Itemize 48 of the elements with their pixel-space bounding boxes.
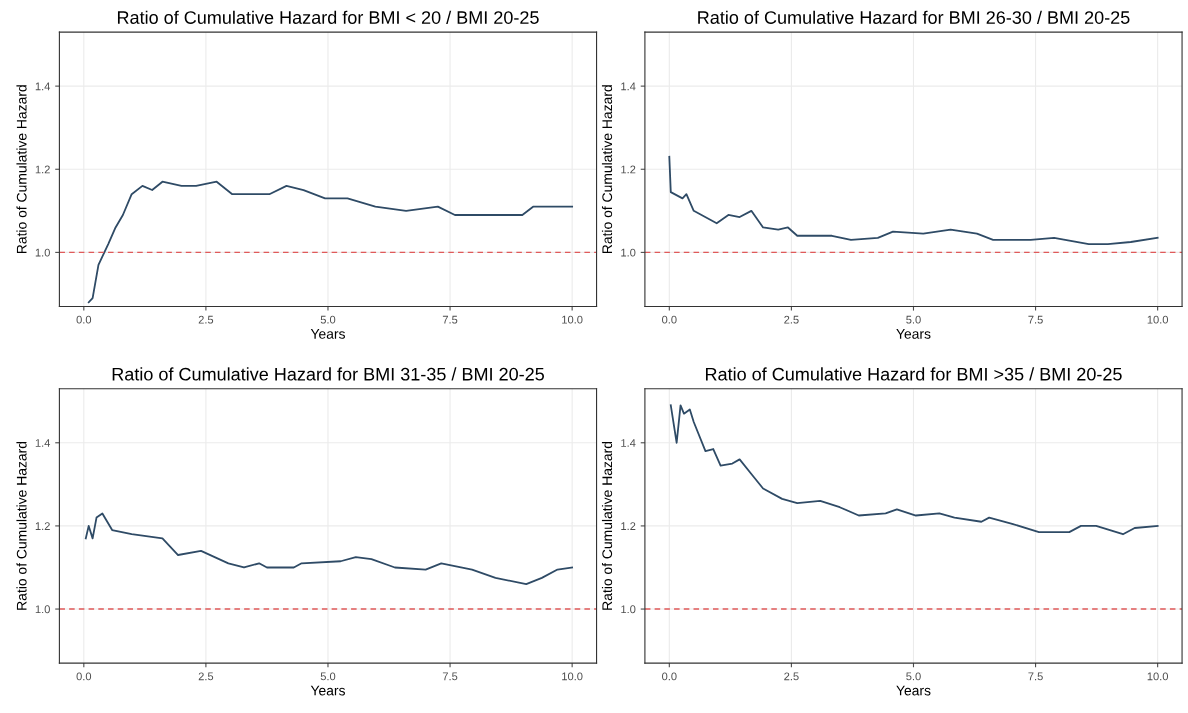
y-tick-label: 1.4 — [621, 82, 636, 91]
y-tick-label: 1.2 — [35, 522, 50, 530]
x-tick-label: 2.5 — [198, 315, 214, 324]
line-series — [84, 512, 574, 586]
y-axis-title: Ratio of Cumulative Hazard — [601, 441, 613, 610]
x-tick-label: 10.0 — [562, 315, 583, 324]
x-tick-label: 2.5 — [784, 672, 799, 681]
x-tick-label: 2.5 — [784, 315, 799, 324]
y-tick-label: 1.0 — [35, 605, 50, 614]
x-tick-label: 7.5 — [442, 315, 458, 324]
x-tick-label: 0.0 — [76, 315, 92, 324]
x-tick-label: 5.0 — [906, 672, 921, 681]
y-axis-title: Ratio of Cumulative Hazard — [16, 441, 27, 610]
x-tick-label: 7.5 — [1028, 315, 1043, 324]
x-tick-label: 5.0 — [320, 315, 336, 324]
x-tick-label: 10.0 — [1147, 315, 1169, 324]
y-tick-label: 1.4 — [35, 82, 51, 91]
y-tick-label: 1.2 — [621, 165, 636, 174]
y-tick-label: 1.0 — [621, 248, 636, 257]
y-axis-title: Ratio of Cumulative Hazard — [16, 85, 27, 254]
y-tick-label: 1.0 — [621, 605, 636, 614]
x-axis-title: Years — [310, 329, 345, 339]
x-axis-title: Years — [310, 685, 345, 696]
y-axis-title: Ratio of Cumulative Hazard — [601, 85, 613, 254]
y-tick-label: 1.2 — [621, 522, 636, 530]
x-tick-label: 0.0 — [662, 672, 677, 681]
x-tick-label: 0.0 — [76, 672, 92, 681]
x-axis-title: Years — [896, 329, 931, 339]
line-series — [87, 180, 574, 304]
y-tick-label: 1.4 — [35, 439, 51, 447]
x-tick-label: 7.5 — [442, 672, 458, 681]
x-tick-label: 10.0 — [562, 672, 583, 681]
y-tick-label: 1.2 — [35, 165, 50, 174]
line-series — [668, 155, 1159, 245]
chart-title: Ratio of Cumulative Hazard for BMI < 20 / BMI 20-25 — [117, 10, 539, 24]
y-tick-label: 1.0 — [35, 248, 50, 257]
y-tick-label: 1.4 — [621, 439, 636, 447]
x-tick-label: 7.5 — [1028, 672, 1043, 681]
line-series — [669, 404, 1159, 536]
chart-title: Ratio of Cumulative Hazard for BMI >35 / BMI 20-25 — [705, 367, 1122, 381]
x-tick-label: 2.5 — [198, 672, 214, 681]
x-tick-label: 5.0 — [320, 672, 336, 681]
x-axis-title: Years — [896, 685, 931, 696]
x-tick-label: 10.0 — [1147, 672, 1169, 681]
x-tick-label: 0.0 — [662, 315, 677, 324]
chart-title: Ratio of Cumulative Hazard for BMI 26-30 / BMI 20-25 — [698, 10, 1130, 24]
chart-title: Ratio of Cumulative Hazard for BMI 31-35 / BMI 20-25 — [112, 367, 544, 381]
x-tick-label: 5.0 — [906, 315, 921, 324]
